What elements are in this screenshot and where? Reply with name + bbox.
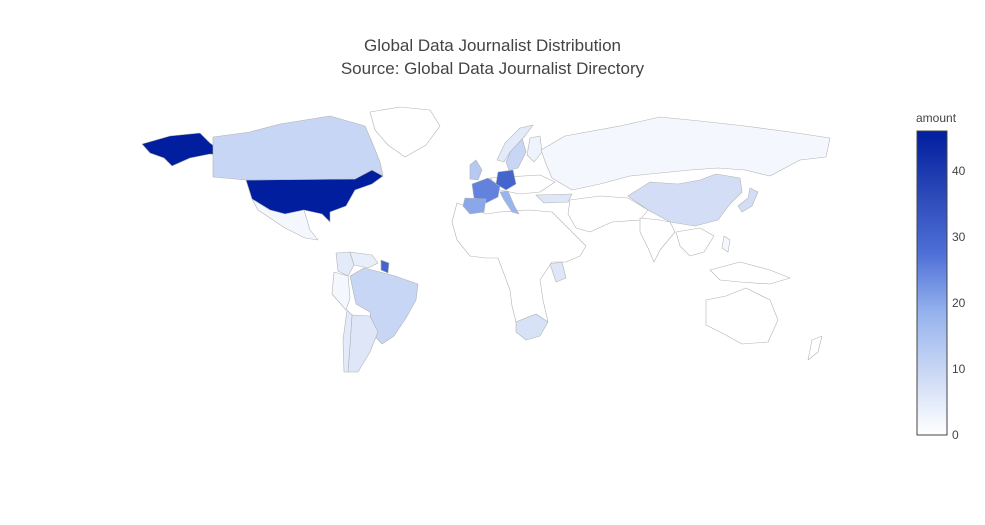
country-chile[interactable]: Chile [342, 309, 353, 373]
country-canada[interactable]: Canada [212, 115, 384, 181]
land-background [709, 261, 791, 285]
colorbar-tick: 10 [952, 361, 966, 376]
country-peru[interactable]: Peru [331, 271, 351, 311]
country-greenland[interactable]: Greenland [369, 106, 441, 158]
country-kenya[interactable]: Kenya [549, 261, 567, 283]
country-australia[interactable]: Australia [705, 287, 779, 345]
land-background [567, 195, 649, 233]
country-turkey[interactable]: Turkey [535, 193, 573, 204]
country-mexico[interactable]: Mexico [251, 198, 319, 241]
country-china[interactable]: China [627, 173, 743, 227]
country-india[interactable]: India [639, 217, 676, 263]
country-spain[interactable]: Spain [462, 197, 487, 215]
country-germany[interactable]: Germany [495, 169, 517, 191]
country-argentina[interactable]: Argentina [347, 314, 379, 373]
chart-subtitle: Source: Global Data Journalist Directory [340, 59, 645, 78]
country-italy[interactable]: Italy [499, 190, 520, 215]
colorbar-tick: 20 [952, 295, 966, 310]
colorbar [916, 130, 948, 436]
country-france[interactable]: France [471, 177, 501, 204]
country-guyana[interactable]: Guyana [380, 259, 390, 274]
country-venezuela[interactable]: Venezuela [349, 251, 379, 269]
land-background [675, 227, 715, 257]
colorbar-tick: 40 [952, 163, 966, 178]
country-norway[interactable]: Norway [496, 124, 534, 163]
colorbar-title: amount [916, 111, 957, 125]
country-united-kingdom[interactable]: United Kingdom [469, 159, 483, 181]
country-russia[interactable]: Russia [540, 116, 831, 191]
country-finland[interactable]: Finland [526, 135, 543, 163]
land-background [451, 202, 587, 323]
colorbar-tick: 0 [952, 428, 959, 442]
colorbar-tick: 30 [952, 229, 966, 244]
country-philippines[interactable]: Philippines [721, 235, 731, 253]
country-colombia[interactable]: Colombia [335, 251, 355, 277]
country-japan[interactable]: Japan [737, 187, 759, 213]
country-south-africa[interactable]: South Africa [515, 313, 549, 341]
land-background [807, 335, 823, 361]
chart-title: Global Data Journalist Distribution [363, 36, 621, 55]
country-brazil[interactable]: Brazil [349, 267, 419, 345]
